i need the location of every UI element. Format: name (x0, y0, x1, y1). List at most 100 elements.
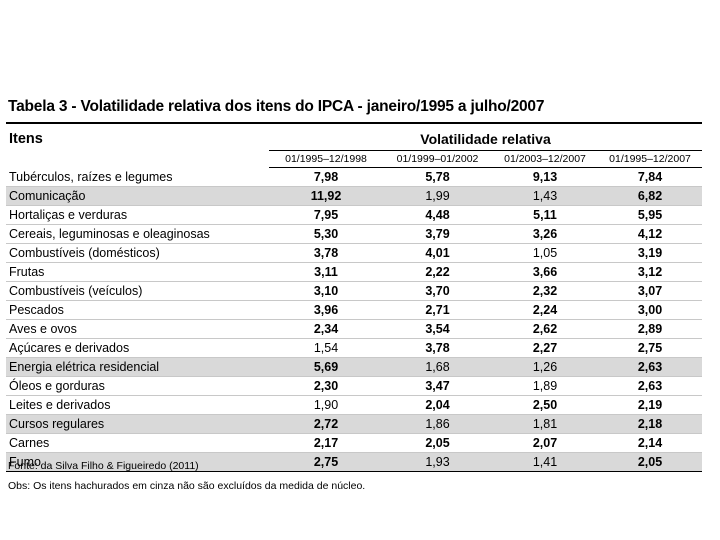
value-cell: 1,81 (492, 414, 598, 434)
table-row: Tubérculos, raízes e legumes 7,98 5,78 9,13… (6, 167, 703, 187)
item-name: Leites e derivados (6, 395, 269, 415)
table-row: Fumo 2,75 1,93 1,41 2,05 (6, 452, 703, 472)
value-cell: 2,05 (598, 452, 703, 472)
value-cell: 1,05 (492, 243, 598, 263)
items-header: Itens (9, 131, 43, 147)
value-cell: 1,54 (269, 338, 383, 358)
value-cell: 1,86 (383, 414, 492, 434)
item-name: Energia elétrica residencial (6, 357, 269, 377)
value-cell: 5,69 (269, 357, 383, 377)
value-cell: 3,66 (492, 262, 598, 282)
value-cell: 3,96 (269, 300, 383, 320)
volatility-table: Itens Volatilidade relativa 01/1995–12/1… (6, 131, 703, 472)
value-cell: 3,78 (383, 338, 492, 358)
value-cell: 2,63 (598, 376, 703, 396)
value-cell: 2,62 (492, 319, 598, 339)
item-name: Frutas (6, 262, 269, 282)
value-cell: 3,11 (269, 262, 383, 282)
table-row: Combustíveis (veículos) 3,10 3,70 2,32 3,07 (6, 281, 703, 301)
item-name: Combustíveis (veículos) (6, 281, 269, 301)
value-cell: 3,19 (598, 243, 703, 263)
value-cell: 3,70 (383, 281, 492, 301)
value-cell: 4,48 (383, 205, 492, 225)
value-cell: 2,14 (598, 433, 703, 453)
source-note: Fonte: da Silva Filho & Figueiredo (2011… (8, 460, 199, 472)
table-row: Açúcares e derivados 1,54 3,78 2,27 2,75 (6, 338, 703, 358)
value-cell: 2,30 (269, 376, 383, 396)
value-cell: 2,50 (492, 395, 598, 415)
value-cell: 2,27 (492, 338, 598, 358)
value-cell: 4,01 (383, 243, 492, 263)
table-row: Hortaliças e verduras 7,95 4,48 5,11 5,95 (6, 205, 703, 225)
value-cell: 1,43 (492, 186, 598, 206)
item-name: Pescados (6, 300, 269, 320)
table-row: Cursos regulares 2,72 1,86 1,81 2,18 (6, 414, 703, 434)
value-cell: 3,54 (383, 319, 492, 339)
value-cell: 9,13 (492, 167, 598, 187)
value-cell: 2,34 (269, 319, 383, 339)
value-cell: 2,89 (598, 319, 703, 339)
table-row: Pescados 3,96 2,71 2,24 3,00 (6, 300, 703, 320)
table-body: Tubérculos, raízes e legumes 7,98 5,78 9,13… (6, 167, 703, 472)
value-cell: 7,98 (269, 167, 383, 187)
value-cell: 5,30 (269, 224, 383, 244)
value-cell: 1,90 (269, 395, 383, 415)
value-cell: 2,72 (269, 414, 383, 434)
item-name: Açúcares e derivados (6, 338, 269, 358)
value-cell: 6,82 (598, 186, 703, 206)
item-name: Fumo (6, 452, 269, 472)
value-cell: 3,78 (269, 243, 383, 263)
table-row: Frutas 3,11 2,22 3,66 3,12 (6, 262, 703, 282)
value-cell: 7,95 (269, 205, 383, 225)
value-cell: 1,41 (492, 452, 598, 472)
value-cell: 2,71 (383, 300, 492, 320)
item-name: Comunicação (6, 186, 269, 206)
period-header: 01/1995–12/2007 (598, 150, 703, 168)
value-cell: 1,68 (383, 357, 492, 377)
item-name: Cereais, leguminosas e oleaginosas (6, 224, 269, 244)
item-name: Cursos regulares (6, 414, 269, 434)
value-cell: 3,12 (598, 262, 703, 282)
value-cell: 2,05 (383, 433, 492, 453)
value-cell: 7,84 (598, 167, 703, 187)
value-cell: 3,26 (492, 224, 598, 244)
table-row: Leites e derivados 1,90 2,04 2,50 2,19 (6, 395, 703, 415)
value-cell: 2,32 (492, 281, 598, 301)
item-name: Óleos e gorduras (6, 376, 269, 396)
value-cell: 2,19 (598, 395, 703, 415)
value-cell: 11,92 (269, 186, 383, 206)
table-row: Cereais, leguminosas e oleaginosas 5,30 3,… (6, 224, 703, 244)
item-name: Aves e ovos (6, 319, 269, 339)
value-cell: 1,89 (492, 376, 598, 396)
value-cell: 2,04 (383, 395, 492, 415)
value-cell: 3,47 (383, 376, 492, 396)
value-cell: 2,18 (598, 414, 703, 434)
group-header: Volatilidade relativa (420, 131, 551, 147)
value-cell: 2,22 (383, 262, 492, 282)
value-cell: 3,79 (383, 224, 492, 244)
table-row: Energia elétrica residencial 5,69 1,68 1,26… (6, 357, 703, 377)
table-row: Comunicação 11,92 1,99 1,43 6,82 (6, 186, 703, 206)
period-header: 01/1995–12/1998 (269, 150, 383, 168)
table-row: Carnes 2,17 2,05 2,07 2,14 (6, 433, 703, 453)
observation-note: Obs: Os itens hachurados em cinza não sã… (8, 480, 366, 492)
table-row: Combustíveis (domésticos) 3,78 4,01 1,05 3,1… (6, 243, 703, 263)
item-name: Tubérculos, raízes e legumes (6, 167, 269, 187)
table-title: Tabela 3 - Volatilidade relativa dos ite… (8, 98, 545, 115)
value-cell: 3,10 (269, 281, 383, 301)
value-cell: 2,63 (598, 357, 703, 377)
value-cell: 3,00 (598, 300, 703, 320)
value-cell: 5,11 (492, 205, 598, 225)
top-rule (6, 122, 702, 124)
value-cell: 1,99 (383, 186, 492, 206)
period-header: 01/2003–12/2007 (492, 150, 598, 168)
value-cell: 3,07 (598, 281, 703, 301)
value-cell: 2,07 (492, 433, 598, 453)
value-cell: 5,95 (598, 205, 703, 225)
value-cell: 4,12 (598, 224, 703, 244)
value-cell: 2,75 (269, 452, 383, 472)
value-cell: 1,26 (492, 357, 598, 377)
item-name: Carnes (6, 433, 269, 453)
period-header: 01/1999–01/2002 (383, 150, 492, 168)
value-cell: 1,93 (383, 452, 492, 472)
